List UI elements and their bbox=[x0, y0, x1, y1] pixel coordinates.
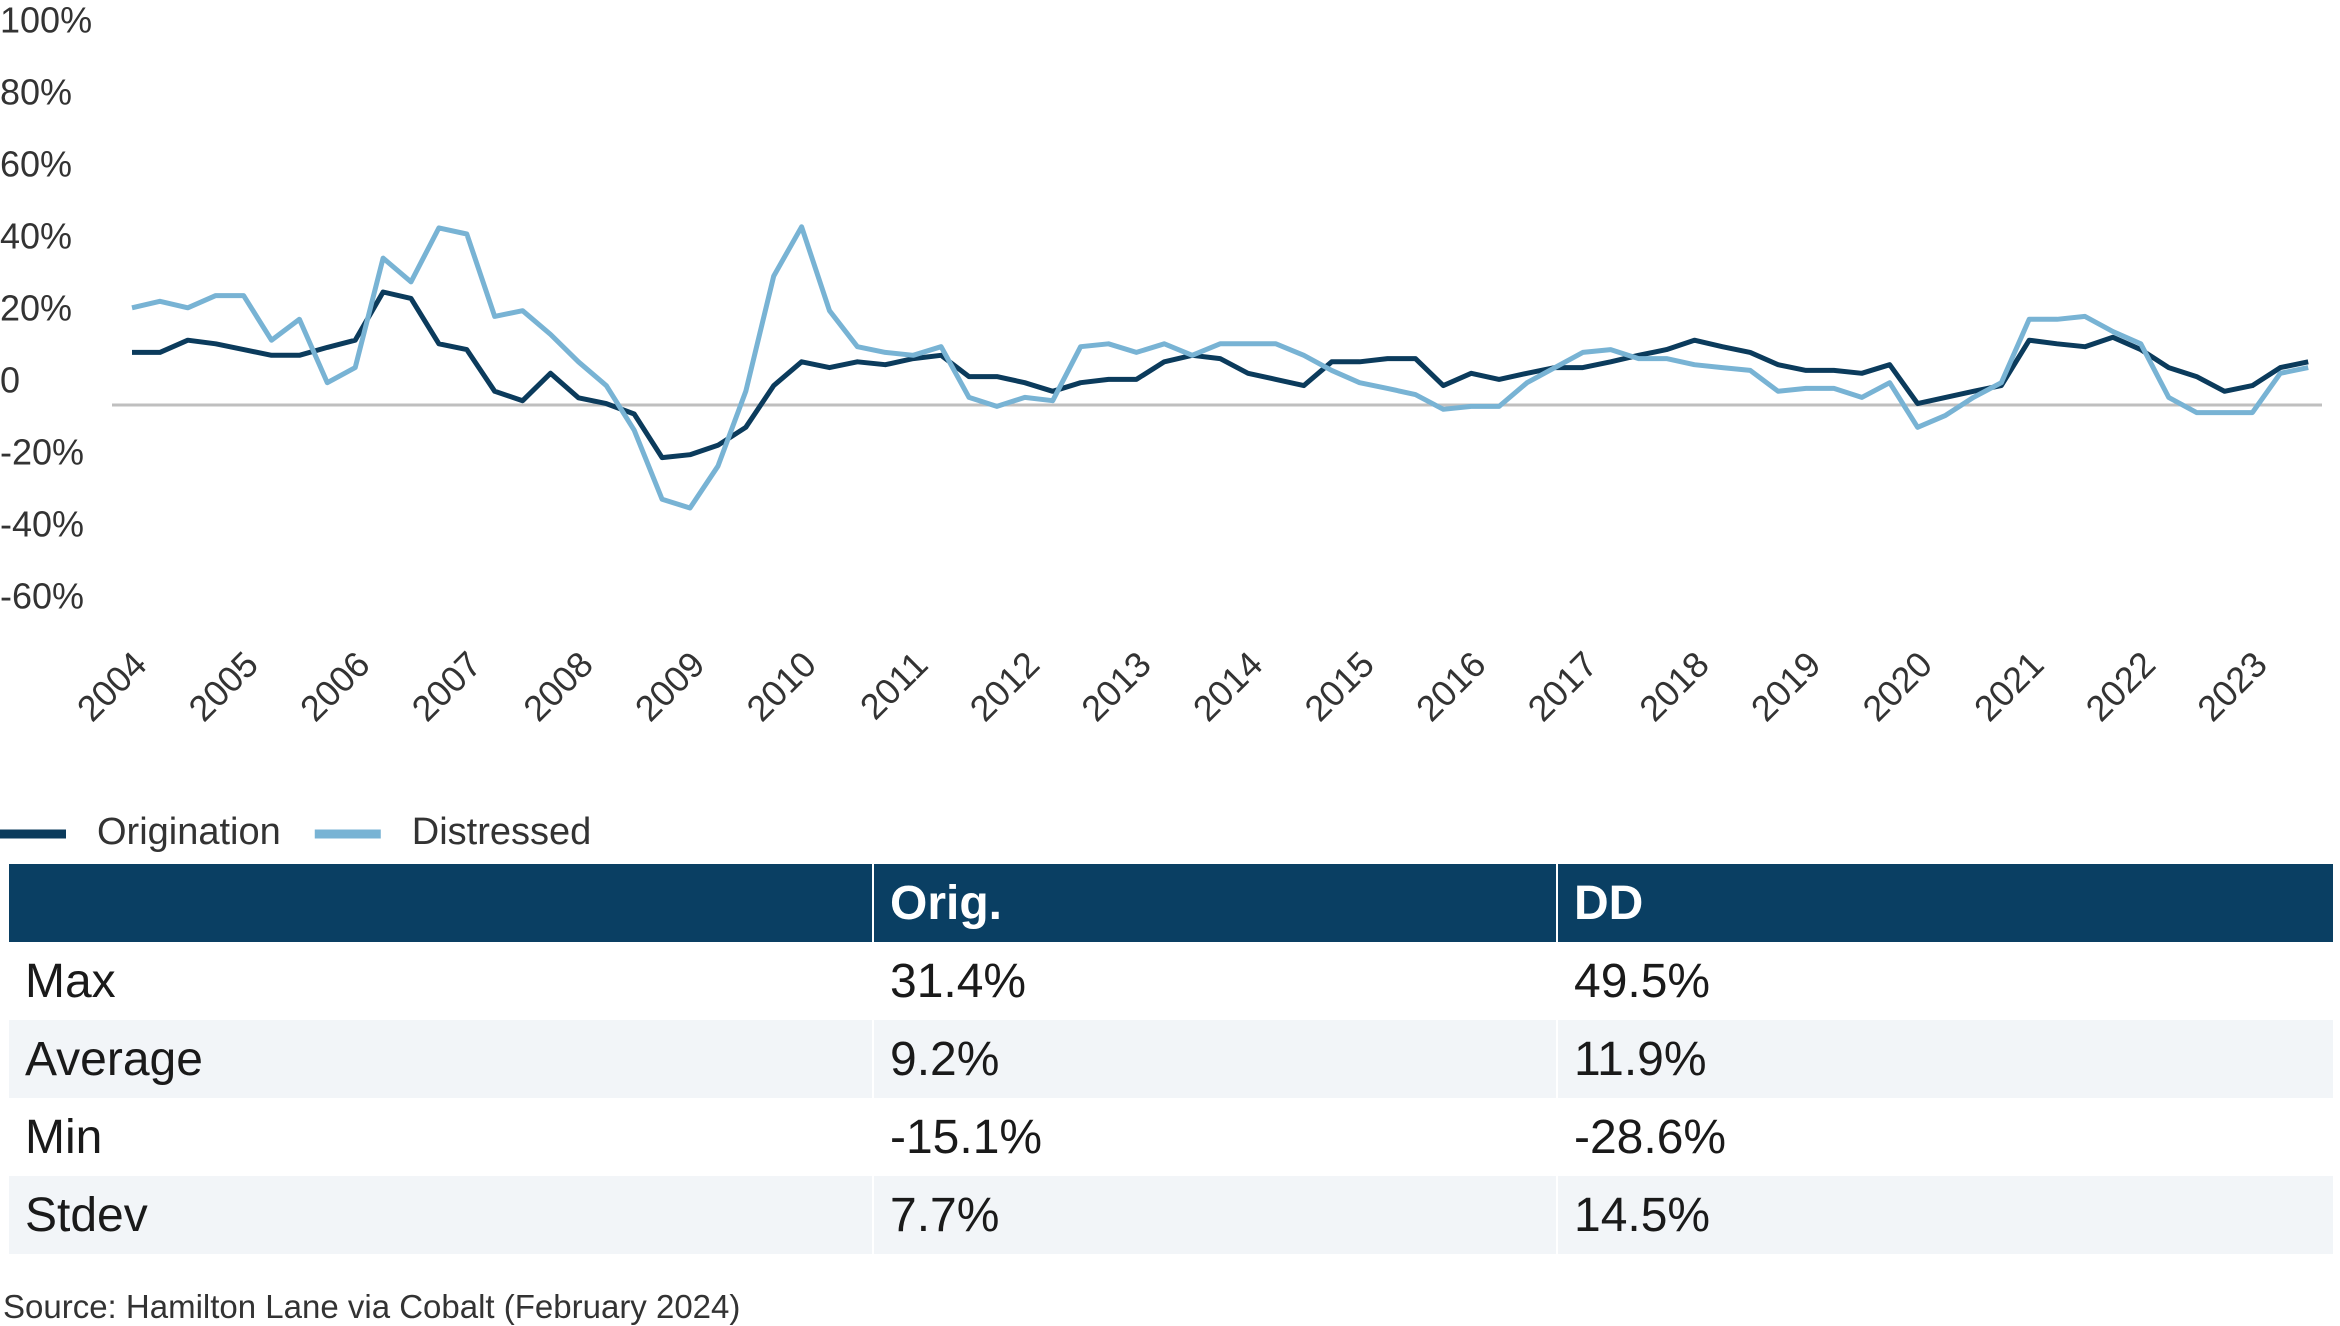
x-tick-label: 2006 bbox=[292, 643, 378, 729]
header-cell: Orig. bbox=[872, 864, 1557, 942]
x-tick-label: 2008 bbox=[515, 643, 601, 729]
y-tick-label: 100% bbox=[0, 0, 92, 41]
chart: 100% 80% 60% 40% 20% 0 -20% -40% -60% 2004 2005 200… bbox=[0, 0, 2322, 853]
table-cell: 49.5% bbox=[1556, 942, 2333, 1020]
series-line bbox=[132, 289, 2309, 461]
table-header: Orig. DD bbox=[9, 864, 2333, 942]
header-cell: DD bbox=[1556, 864, 2333, 942]
y-tick-label: 40% bbox=[0, 216, 72, 257]
table-cell: -28.6% bbox=[1556, 1098, 2333, 1176]
x-tick-label: 2014 bbox=[1185, 643, 1271, 729]
y-tick-label: 80% bbox=[0, 72, 72, 113]
stats-table: Orig. DD Max 31.4% 49.5% Average 9.2% 11.9% Min… bbox=[9, 864, 2333, 1254]
x-tick-label: 2007 bbox=[404, 643, 490, 729]
x-tick-label: 2020 bbox=[1854, 643, 1940, 729]
table-cell: Average bbox=[9, 1020, 873, 1098]
legend-label: Distressed bbox=[412, 811, 592, 853]
x-tick-label: 2012 bbox=[962, 643, 1048, 729]
table-cell: 11.9% bbox=[1556, 1020, 2333, 1098]
table-cell: 9.2% bbox=[872, 1020, 1557, 1098]
y-tick-label: 20% bbox=[0, 288, 72, 329]
x-tick-label: 2018 bbox=[1631, 643, 1717, 729]
x-tick-label: 2011 bbox=[852, 643, 936, 727]
y-tick-label: 0 bbox=[0, 360, 20, 401]
table-cell: Stdev bbox=[9, 1176, 873, 1254]
x-tick-label: 2021 bbox=[1966, 643, 2052, 729]
y-tick-label: -20% bbox=[0, 432, 84, 473]
table-row: Min -15.1% -28.6% bbox=[9, 1098, 2333, 1176]
table-cell: Max bbox=[25, 954, 116, 1008]
x-tick-label: 2023 bbox=[2189, 643, 2275, 729]
x-tick-label: 2004 bbox=[69, 643, 155, 729]
legend-label: Origination bbox=[97, 811, 281, 853]
x-tick-label: 2022 bbox=[2078, 643, 2164, 729]
x-tick-label: 2015 bbox=[1296, 643, 1382, 729]
table-row: Max 31.4% 49.5% bbox=[9, 942, 2333, 1020]
x-tick-label: 2016 bbox=[1408, 643, 1494, 729]
y-tick-label: -60% bbox=[0, 576, 84, 617]
table-cell: 31.4% bbox=[872, 942, 1557, 1020]
y-tick-label: -40% bbox=[0, 504, 84, 545]
x-tick-label: 2017 bbox=[1520, 643, 1606, 729]
x-tick-label: 2005 bbox=[180, 643, 266, 729]
y-tick-label: 60% bbox=[0, 144, 72, 185]
table-cell: 14.5% bbox=[1556, 1176, 2333, 1254]
x-tick-label: 2010 bbox=[738, 643, 824, 729]
table-cell: Min bbox=[25, 1110, 103, 1164]
source-note: Source: Hamilton Lane via Cobalt (Februa… bbox=[3, 1288, 741, 1325]
table-cell: 7.7% bbox=[872, 1176, 1557, 1254]
x-tick-label: 2019 bbox=[1743, 643, 1829, 729]
header-cell bbox=[9, 864, 873, 942]
series-line bbox=[131, 224, 2309, 511]
table-cell: -15.1% bbox=[872, 1098, 1557, 1176]
x-tick-label: 2009 bbox=[627, 643, 713, 729]
x-tick-label: 2013 bbox=[1073, 643, 1159, 729]
table-row: Average 9.2% 11.9% bbox=[9, 1020, 2333, 1098]
table-row: Stdev 7.7% 14.5% bbox=[9, 1176, 2333, 1254]
